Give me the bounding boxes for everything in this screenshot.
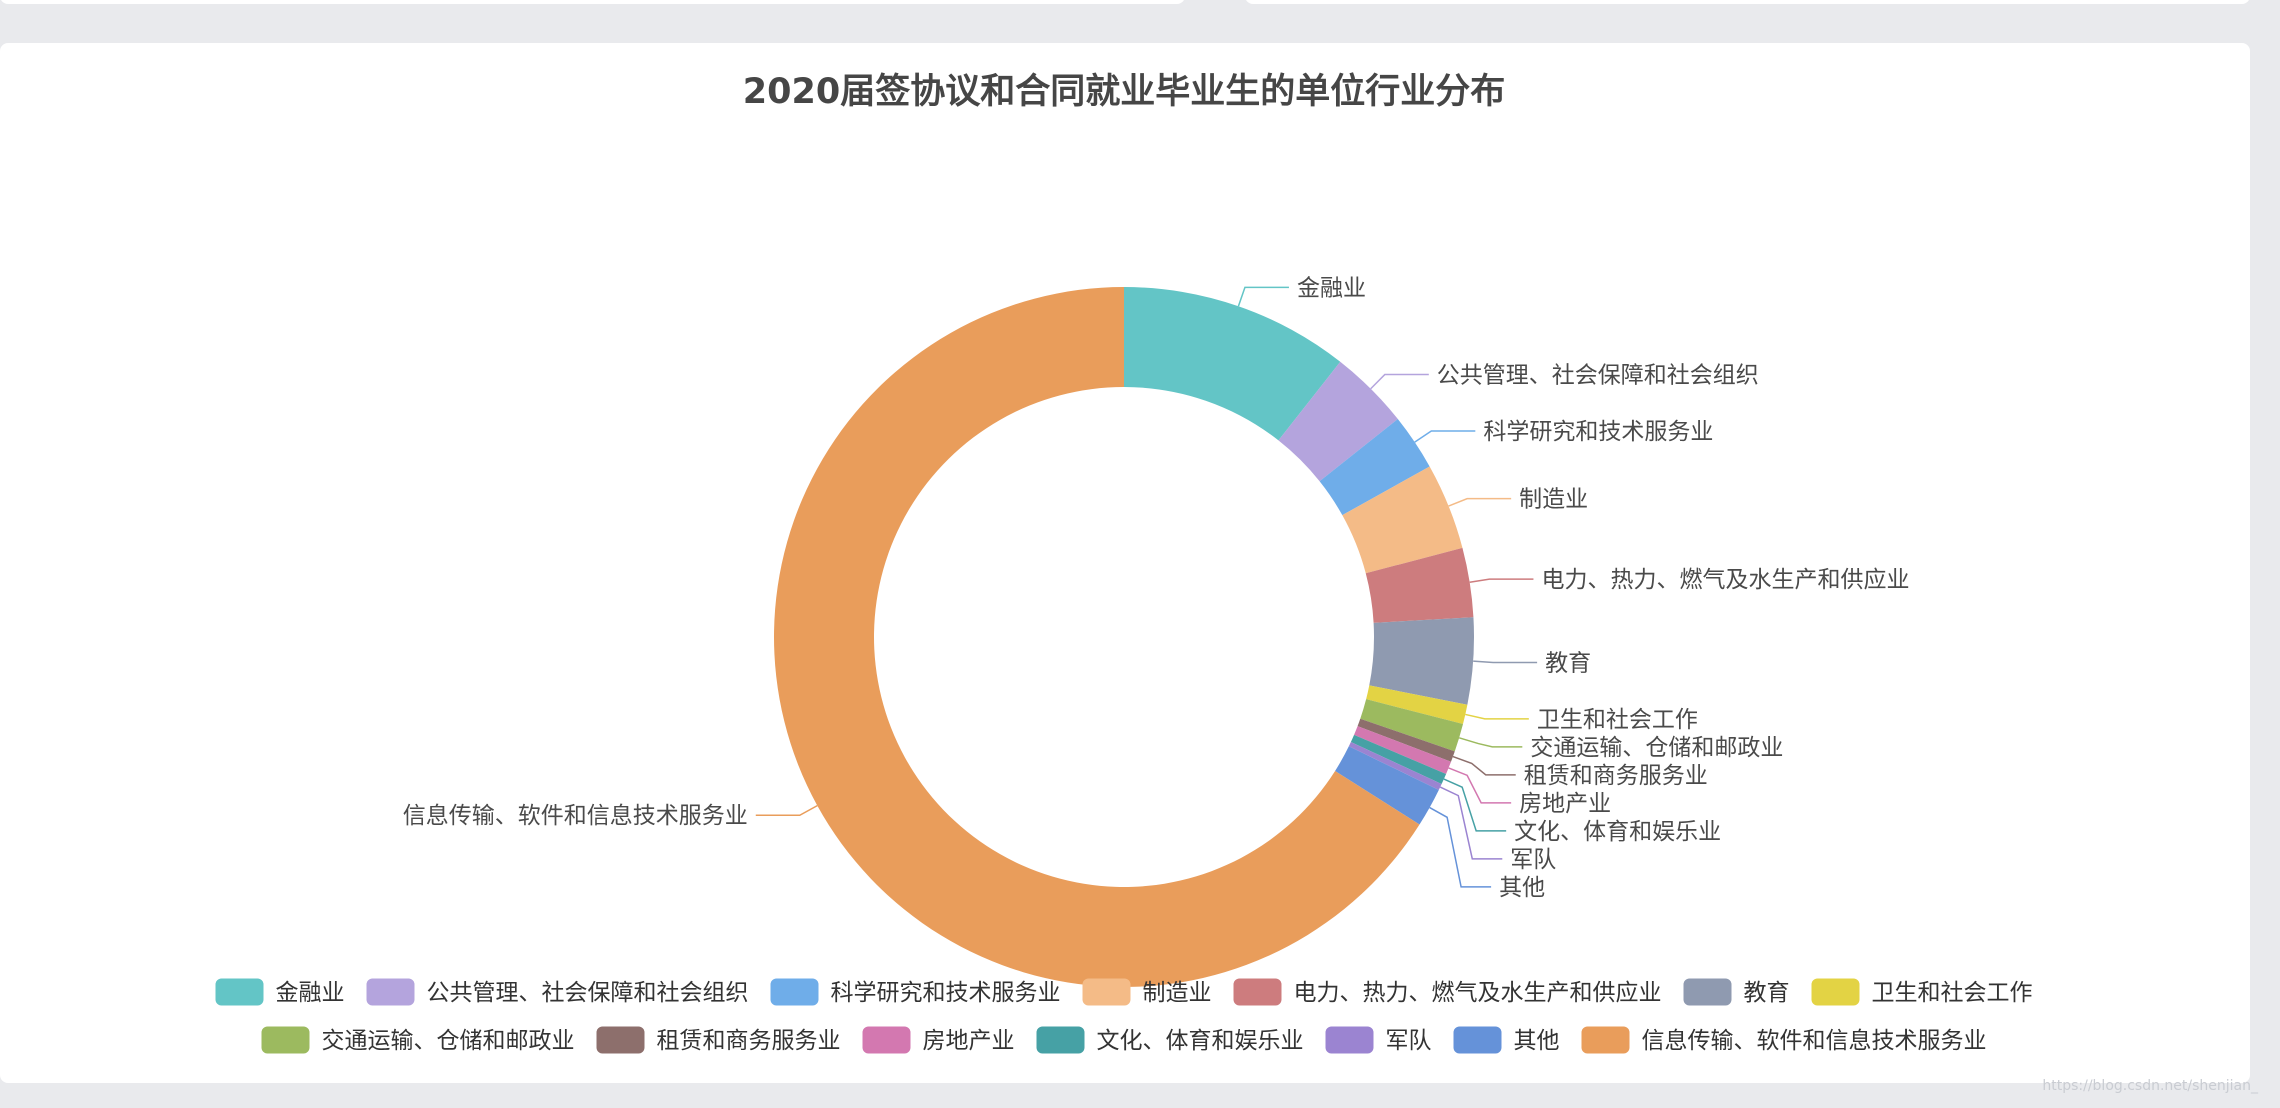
top-card-left <box>0 0 1185 4</box>
donut-slice[interactable] <box>1354 726 1452 774</box>
slice-label: 卫生和社会工作 <box>1537 707 1698 733</box>
legend-swatch <box>1082 978 1131 1006</box>
legend-swatch <box>596 1026 645 1054</box>
label-leader-line <box>1458 737 1523 748</box>
legend-swatch <box>862 1026 911 1054</box>
label-leader-line <box>1414 430 1476 443</box>
slice-label: 租赁和商务服务业 <box>1524 763 1708 789</box>
label-leader-line <box>1443 778 1507 832</box>
donut-slice[interactable] <box>1366 685 1468 725</box>
chart-title: 2020届签协议和合同就业毕业生的单位行业分布 <box>743 72 1505 112</box>
donut-slice[interactable] <box>1319 419 1430 516</box>
legend-swatch <box>1453 1026 1502 1054</box>
legend-label: 制造业 <box>1143 980 1212 1006</box>
legend-item[interactable]: 金融业 <box>215 978 345 1007</box>
donut-slice[interactable] <box>774 287 1420 987</box>
slice-label-leaders <box>755 286 1538 888</box>
label-leader-line <box>1448 767 1512 804</box>
legend-item[interactable]: 电力、热力、燃气及水生产和供应业 <box>1233 978 1662 1007</box>
slice-label: 公共管理、社会保障和社会组织 <box>1437 363 1759 389</box>
legend-swatch <box>215 978 264 1006</box>
legend-swatch <box>1581 1026 1630 1054</box>
legend-swatch <box>1233 978 1282 1006</box>
label-leader-line <box>1473 660 1538 664</box>
legend-item[interactable]: 制造业 <box>1082 978 1212 1007</box>
top-card-right <box>1245 0 2250 4</box>
legend-label: 科学研究和技术服务业 <box>831 980 1061 1006</box>
donut-slice[interactable] <box>1357 718 1455 762</box>
slice-label: 文化、体育和娱乐业 <box>1514 819 1721 845</box>
donut-slice[interactable] <box>1365 547 1474 623</box>
slice-label: 金融业 <box>1297 275 1366 301</box>
legend-label: 电力、热力、燃气及水生产和供应业 <box>1294 980 1662 1006</box>
legend-label: 交通运输、仓储和邮政业 <box>322 1028 575 1054</box>
label-leader-line <box>1237 286 1289 307</box>
legend-swatch <box>1683 978 1732 1006</box>
legend-label: 卫生和社会工作 <box>1872 980 2033 1006</box>
label-leader-line <box>755 804 818 816</box>
label-leader-line <box>1452 755 1516 776</box>
legend-label: 其他 <box>1514 1028 1560 1054</box>
legend-item[interactable]: 房地产业 <box>862 1026 1015 1055</box>
label-leader-line <box>1465 713 1529 720</box>
donut-slice[interactable] <box>1124 287 1341 441</box>
legend-label: 金融业 <box>276 980 345 1006</box>
legend-item[interactable]: 文化、体育和娱乐业 <box>1036 1026 1304 1055</box>
legend-item[interactable]: 公共管理、社会保障和社会组织 <box>366 978 749 1007</box>
legend-item[interactable]: 租赁和商务服务业 <box>596 1026 841 1055</box>
legend-swatch <box>1325 1026 1374 1054</box>
label-leader-line <box>1448 497 1512 507</box>
legend-item[interactable]: 军队 <box>1325 1026 1432 1055</box>
slice-label: 教育 <box>1545 651 1591 677</box>
legend-swatch <box>770 978 819 1006</box>
legend-label: 军队 <box>1386 1028 1432 1054</box>
slice-label: 电力、热力、燃气及水生产和供应业 <box>1541 567 1909 593</box>
donut-slices <box>774 287 1474 987</box>
donut-slice[interactable] <box>1348 742 1442 790</box>
legend-label: 公共管理、社会保障和社会组织 <box>427 980 749 1006</box>
donut-slice[interactable] <box>1335 746 1439 825</box>
legend-swatch <box>1036 1026 1085 1054</box>
legend-swatch <box>366 978 415 1006</box>
legend-label: 教育 <box>1744 980 1790 1006</box>
label-leader-line <box>1439 786 1503 860</box>
legend-swatch <box>1811 978 1860 1006</box>
legend-swatch <box>261 1026 310 1054</box>
legend-item[interactable]: 其他 <box>1453 1026 1560 1055</box>
legend-item[interactable]: 科学研究和技术服务业 <box>770 978 1061 1007</box>
label-leader-line <box>1469 578 1534 583</box>
donut-slice[interactable] <box>1369 617 1474 705</box>
slice-label: 信息传输、软件和信息技术服务业 <box>403 803 748 829</box>
slice-label: 科学研究和技术服务业 <box>1483 419 1713 445</box>
legend-label: 租赁和商务服务业 <box>657 1028 841 1054</box>
watermark: https://blog.csdn.net/shenjian_ <box>2042 1078 2258 1094</box>
donut-slice[interactable] <box>1278 361 1398 482</box>
slice-label: 其他 <box>1499 875 1545 901</box>
legend-item[interactable]: 卫生和社会工作 <box>1811 978 2033 1007</box>
label-leader-line <box>1429 806 1492 888</box>
chart-legend: 金融业 公共管理、社会保障和社会组织 科学研究和技术服务业 制造业 电力、热力、燃气及水… <box>215 978 2033 1055</box>
legend-label: 信息传输、软件和信息技术服务业 <box>1642 1028 1987 1054</box>
legend-item[interactable]: 教育 <box>1683 978 1790 1007</box>
legend-item[interactable]: 交通运输、仓储和邮政业 <box>261 1026 575 1055</box>
legend-label: 房地产业 <box>923 1028 1015 1054</box>
slice-label: 制造业 <box>1519 487 1588 513</box>
donut-slice[interactable] <box>1342 466 1463 574</box>
donut-slice[interactable] <box>1350 734 1447 785</box>
legend-item[interactable]: 信息传输、软件和信息技术服务业 <box>1581 1026 1987 1055</box>
label-leader-line <box>1370 373 1429 390</box>
donut-slice[interactable] <box>1360 699 1464 752</box>
legend-label: 文化、体育和娱乐业 <box>1097 1028 1304 1054</box>
slice-label: 交通运输、仓储和邮政业 <box>1530 735 1783 761</box>
slice-label: 房地产业 <box>1519 791 1611 817</box>
slice-labels: 金融业公共管理、社会保障和社会组织科学研究和技术服务业制造业电力、热力、燃气及水… <box>403 275 1910 901</box>
slice-label: 军队 <box>1510 847 1556 873</box>
